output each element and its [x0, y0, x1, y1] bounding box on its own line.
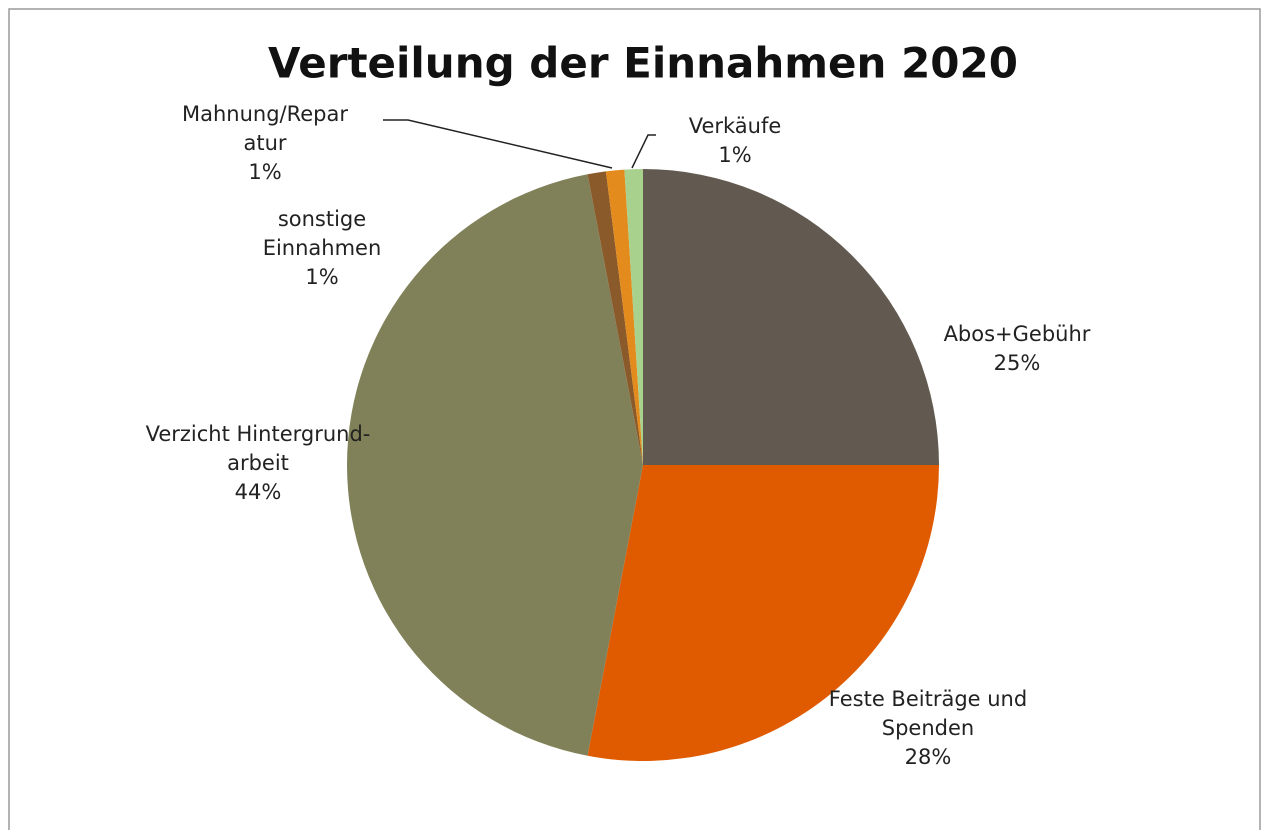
pie-slice	[587, 465, 939, 761]
value-label: 1%	[248, 160, 282, 184]
slice-label: Feste Beiträge und Spenden 28%	[818, 685, 1038, 772]
category-label: sonstige Einnahmen	[262, 207, 382, 260]
leader-line	[383, 119, 613, 169]
pie-slice	[624, 169, 643, 465]
chart-title: Verteilung der Einnahmen 2020	[268, 39, 1018, 88]
category-label: Feste Beiträge und Spenden	[828, 687, 1028, 740]
category-label: Verkäufe	[688, 114, 782, 138]
leader-line	[631, 134, 656, 169]
slice-label: Abos+Gebühr 25%	[907, 320, 1127, 378]
category-label: Mahnung/Reparatur	[181, 102, 349, 155]
slice-label: Verkäufe 1%	[655, 112, 815, 170]
category-label: Verzicht Hintergrund-arbeit	[145, 422, 371, 475]
chart-border	[8, 8, 1261, 830]
slice-label: sonstige Einnahmen 1%	[242, 205, 402, 292]
pie-slice	[605, 169, 643, 465]
category-label: Abos+Gebühr	[943, 322, 1091, 346]
value-label: 25%	[993, 351, 1041, 375]
slice-label: Mahnung/Reparatur 1%	[176, 100, 354, 187]
value-label: 1%	[718, 143, 752, 167]
slice-label: Verzicht Hintergrund-arbeit 44%	[143, 420, 373, 507]
value-label: 28%	[904, 745, 952, 769]
pie-slice	[643, 169, 939, 465]
value-label: 1%	[305, 265, 339, 289]
pie-slice	[587, 171, 643, 465]
value-label: 44%	[234, 480, 282, 504]
pie-slice	[347, 174, 643, 756]
